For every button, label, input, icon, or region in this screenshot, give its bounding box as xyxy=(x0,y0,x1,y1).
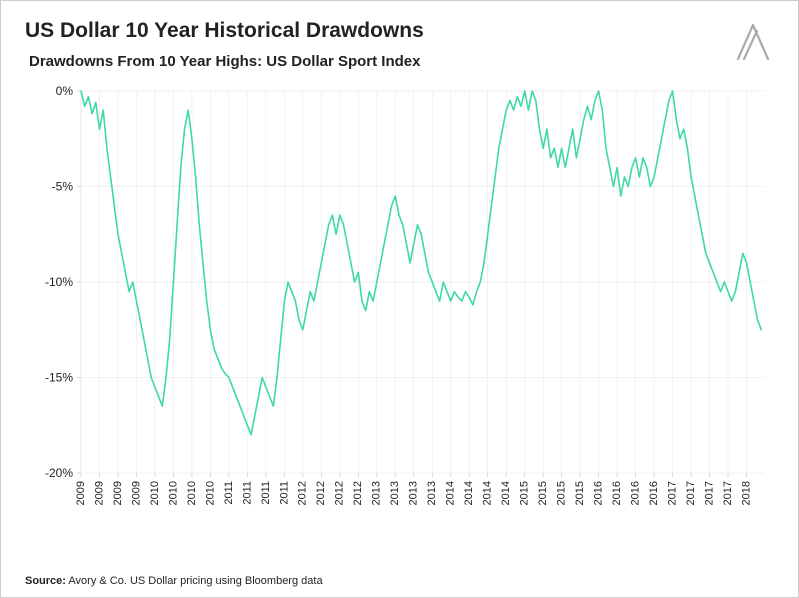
svg-text:2014: 2014 xyxy=(500,481,512,505)
svg-text:2011: 2011 xyxy=(223,481,235,505)
svg-text:2017: 2017 xyxy=(666,481,678,505)
svg-text:2016: 2016 xyxy=(648,481,660,505)
svg-text:2010: 2010 xyxy=(167,481,179,505)
svg-text:2012: 2012 xyxy=(352,481,364,505)
svg-text:2015: 2015 xyxy=(556,481,568,505)
svg-text:2010: 2010 xyxy=(204,481,216,505)
svg-text:2011: 2011 xyxy=(260,481,272,505)
svg-text:2013: 2013 xyxy=(389,481,401,505)
svg-text:2018: 2018 xyxy=(740,481,752,505)
source-label: Source: xyxy=(25,575,66,587)
svg-text:2016: 2016 xyxy=(630,481,642,505)
svg-text:2013: 2013 xyxy=(408,481,420,505)
svg-text:2010: 2010 xyxy=(149,481,161,505)
svg-text:2014: 2014 xyxy=(482,481,494,505)
svg-text:2017: 2017 xyxy=(703,481,715,505)
svg-text:-10%: -10% xyxy=(45,275,73,289)
chart-svg: 0%-5%-10%-15%-20%20092009200920092010201… xyxy=(29,81,773,521)
svg-text:2013: 2013 xyxy=(426,481,438,505)
brand-logo-icon xyxy=(730,19,776,65)
chart-subtitle: Drawdowns From 10 Year Highs: US Dollar … xyxy=(29,53,420,70)
svg-text:2015: 2015 xyxy=(537,481,549,505)
svg-text:2009: 2009 xyxy=(112,481,124,505)
chart-title: US Dollar 10 Year Historical Drawdowns xyxy=(25,19,424,43)
svg-text:2009: 2009 xyxy=(93,481,105,505)
svg-text:2010: 2010 xyxy=(186,481,198,505)
svg-text:2014: 2014 xyxy=(463,481,475,505)
source-text: Avory & Co. US Dollar pricing using Bloo… xyxy=(66,575,323,587)
svg-text:-5%: -5% xyxy=(52,180,74,194)
svg-text:2017: 2017 xyxy=(685,481,697,505)
svg-text:2012: 2012 xyxy=(297,481,309,505)
svg-text:2017: 2017 xyxy=(722,481,734,505)
svg-text:2011: 2011 xyxy=(278,481,290,505)
svg-text:0%: 0% xyxy=(56,84,74,98)
svg-text:2012: 2012 xyxy=(315,481,327,505)
svg-text:2015: 2015 xyxy=(574,481,586,505)
svg-text:2015: 2015 xyxy=(519,481,531,505)
svg-text:2009: 2009 xyxy=(130,481,142,505)
svg-text:-20%: -20% xyxy=(45,466,73,480)
svg-text:2016: 2016 xyxy=(611,481,623,505)
svg-text:2013: 2013 xyxy=(371,481,383,505)
svg-text:-15%: -15% xyxy=(45,371,73,385)
svg-text:2012: 2012 xyxy=(334,481,346,505)
svg-text:2011: 2011 xyxy=(241,481,253,505)
source-attribution: Source: Avory & Co. US Dollar pricing us… xyxy=(25,575,323,587)
line-chart: 0%-5%-10%-15%-20%20092009200920092010201… xyxy=(29,81,773,521)
svg-text:2016: 2016 xyxy=(593,481,605,505)
chart-card: { "title": "US Dollar 10 Year Historical… xyxy=(0,0,799,598)
svg-text:2014: 2014 xyxy=(445,481,457,505)
svg-text:2009: 2009 xyxy=(75,481,87,505)
